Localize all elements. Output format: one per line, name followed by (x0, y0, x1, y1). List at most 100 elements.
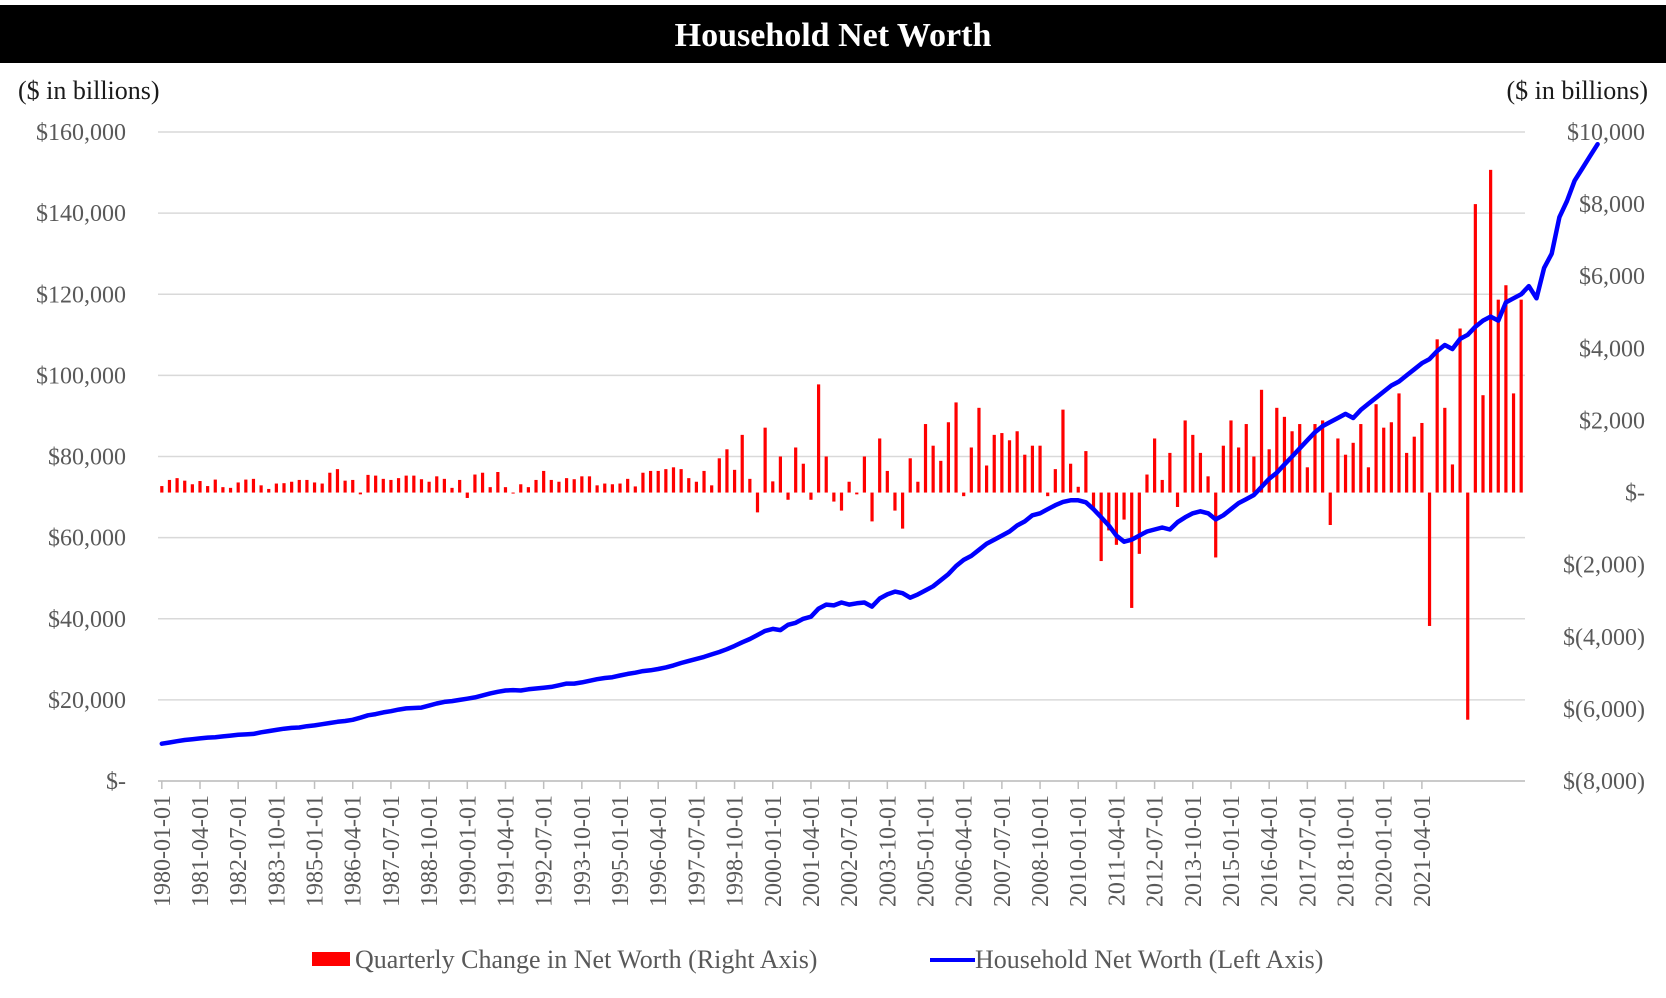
bar (397, 478, 400, 492)
bar (634, 486, 637, 492)
x-tick-label: 1987-07-01 (379, 795, 405, 907)
bar (382, 479, 385, 493)
bar (290, 482, 293, 493)
bar (848, 482, 851, 493)
bar (1298, 424, 1301, 493)
bar (993, 435, 996, 493)
x-tick-label: 1993-10-01 (570, 795, 596, 907)
bar (313, 482, 316, 492)
bar (1451, 464, 1454, 492)
bar (282, 483, 285, 492)
x-tick-label: 2021-04-01 (1410, 795, 1436, 907)
bar (1489, 170, 1492, 493)
x-tick-label: 2007-07-01 (990, 795, 1016, 907)
bar (1420, 423, 1423, 493)
right-tick-label: $6,000 (1579, 264, 1645, 290)
bar (473, 475, 476, 493)
left-tick-label: $160,000 (36, 120, 126, 146)
bar (305, 480, 308, 493)
bar (840, 493, 843, 511)
bar (649, 471, 652, 493)
bar (1344, 455, 1347, 493)
x-tick-label: 1988-10-01 (417, 795, 443, 907)
x-tick-label: 2005-01-01 (914, 795, 940, 907)
bar (1138, 493, 1141, 554)
bar (1161, 480, 1164, 493)
bar (756, 493, 759, 513)
bar (916, 482, 919, 493)
bar (1038, 446, 1041, 493)
bar (504, 487, 507, 492)
bar (1077, 487, 1080, 493)
bar (198, 481, 201, 493)
bar (1206, 476, 1209, 492)
left-tick-label: $140,000 (36, 201, 126, 227)
x-tick-label: 1986-04-01 (341, 795, 367, 907)
bar (809, 493, 812, 500)
bar (1191, 435, 1194, 493)
x-tick-label: 2015-01-01 (1219, 795, 1245, 907)
bar (481, 473, 484, 493)
x-tick-label: 2008-10-01 (1028, 795, 1054, 907)
x-tick-label: 2017-07-01 (1295, 795, 1321, 907)
bar (1061, 410, 1064, 493)
bar (664, 469, 667, 492)
bar (328, 473, 331, 493)
bar (1214, 493, 1217, 558)
bar (573, 479, 576, 492)
bar (603, 484, 606, 493)
bar (802, 464, 805, 493)
bar (1443, 408, 1446, 493)
bar (1176, 493, 1179, 507)
bar (1290, 431, 1293, 492)
left-tick-label: $20,000 (48, 688, 126, 714)
bar (947, 422, 950, 492)
bar (489, 487, 492, 492)
bar (1145, 475, 1148, 493)
chart: Household Net Worth ($ in billions) ($ i… (0, 0, 1666, 998)
bar (1367, 467, 1370, 492)
bar (458, 480, 461, 493)
right-axis-ticks: $(8,000)$(6,000)$(4,000)$(2,000)$-$2,000… (1563, 120, 1645, 795)
left-tick-label: $80,000 (48, 445, 126, 471)
bar (321, 484, 324, 493)
x-tick-label: 2006-04-01 (952, 795, 978, 907)
bar (1153, 438, 1156, 492)
bar (267, 489, 270, 493)
bar (1237, 447, 1240, 492)
right-tick-label: $(6,000) (1563, 697, 1645, 723)
bar (1436, 339, 1439, 492)
bar (825, 457, 828, 493)
bar (428, 482, 431, 493)
bar (741, 435, 744, 493)
bar (779, 457, 782, 493)
left-tick-label: $- (106, 769, 126, 795)
right-tick-label: $2,000 (1579, 408, 1645, 434)
bar (962, 493, 965, 497)
bar (618, 484, 621, 493)
bar (748, 479, 751, 493)
bar (1252, 457, 1255, 493)
bar (1069, 464, 1072, 493)
bar (1283, 417, 1286, 493)
x-tick-label: 2016-04-01 (1257, 795, 1283, 907)
bar (733, 470, 736, 493)
bar (580, 476, 583, 492)
bar (359, 493, 362, 495)
right-tick-label: $(2,000) (1563, 553, 1645, 579)
bar (1199, 453, 1202, 493)
x-tick-label: 2011-04-01 (1104, 795, 1130, 906)
bar (939, 461, 942, 493)
bar (771, 481, 774, 492)
x-tick-label: 2013-10-01 (1181, 795, 1207, 907)
bar (1100, 493, 1103, 562)
bar (344, 481, 347, 493)
bar (259, 485, 262, 492)
bar (1023, 455, 1026, 493)
bar (1481, 395, 1484, 492)
bar (542, 471, 545, 493)
bar (252, 479, 255, 493)
bar (1031, 446, 1034, 493)
bar (496, 472, 499, 493)
bar (1336, 438, 1339, 492)
